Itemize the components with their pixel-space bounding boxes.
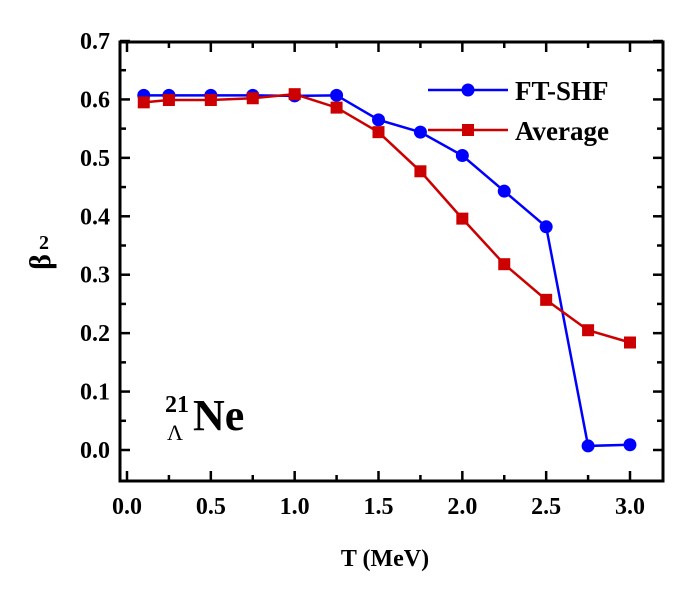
- data-point: [330, 101, 343, 114]
- x-axis-label: T (MeV): [341, 546, 429, 572]
- legend: FT-SHF Average: [428, 76, 609, 146]
- legend-marker-average: [462, 124, 474, 136]
- axes: 0.0 0.5 1.0 1.5 2.0 2.5 3.0 0.0 0.1 0.2 0.3 0.4 0.5 0…: [80, 29, 665, 520]
- x-tick-label: 2.0: [447, 494, 477, 520]
- y-tick-label: 0.5: [80, 146, 110, 172]
- y-tick-label: 0.7: [80, 29, 110, 55]
- x-tick-label: 0.5: [196, 494, 226, 520]
- y-axis-label-subscript: 2: [39, 232, 49, 254]
- annotation-lambda: Λ: [167, 420, 183, 445]
- series-average: [137, 88, 636, 349]
- y-tick-label: 0.1: [80, 380, 110, 406]
- y-axis-label-group: β 2: [24, 232, 57, 270]
- y-axis-label: β: [24, 254, 57, 270]
- x-tick-label: 1.0: [280, 494, 310, 520]
- data-point: [372, 126, 385, 139]
- data-point: [623, 438, 637, 452]
- nucleus-annotation: 21 Λ Ne: [165, 391, 244, 445]
- data-point: [456, 212, 469, 225]
- plot-frame: [118, 40, 665, 483]
- data-point: [498, 258, 511, 271]
- y-tick-label: 0.4: [80, 204, 110, 230]
- data-point: [455, 149, 469, 163]
- data-point: [162, 94, 175, 107]
- y-tick-label: 0.0: [80, 438, 110, 464]
- x-tick-label: 2.5: [531, 494, 561, 520]
- annotation-element: Ne: [193, 391, 244, 440]
- data-point: [497, 184, 511, 198]
- data-point: [204, 94, 217, 107]
- x-tick-label: 0.0: [112, 494, 142, 520]
- data-point: [581, 439, 595, 453]
- data-point: [582, 324, 595, 337]
- y-tick-label: 0.3: [80, 263, 110, 289]
- legend-marker-ft-shf: [461, 83, 475, 97]
- data-point: [372, 113, 385, 127]
- y-tick-label: 0.6: [80, 87, 110, 113]
- series-layer: [137, 88, 637, 453]
- data-point: [288, 88, 301, 101]
- data-point: [540, 293, 553, 306]
- data-point: [624, 336, 636, 349]
- data-point: [539, 220, 553, 234]
- data-point: [246, 92, 259, 105]
- x-tick-label: 1.5: [364, 494, 394, 520]
- data-point: [330, 88, 344, 102]
- data-point: [414, 165, 427, 178]
- x-tick-label: 3.0: [615, 494, 645, 520]
- legend-label-average: Average: [515, 116, 609, 146]
- data-point: [413, 125, 427, 139]
- legend-label-ft-shf: FT-SHF: [515, 76, 609, 106]
- y-tick-label: 0.2: [80, 321, 110, 347]
- annotation-mass-number: 21: [165, 392, 189, 418]
- data-point: [137, 96, 150, 109]
